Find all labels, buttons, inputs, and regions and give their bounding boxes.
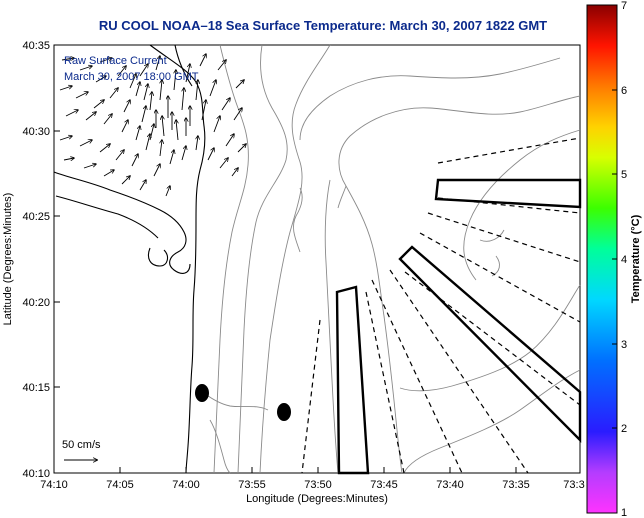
x-tick-label: 74:10 [40, 479, 68, 491]
y-tick-label: 40:15 [22, 382, 50, 394]
coastline [53, 44, 206, 474]
colorbar-tick-label: 5 [621, 169, 627, 181]
x-tick-label: 73:50 [304, 479, 332, 491]
x-tick-label: 74:05 [106, 479, 134, 491]
x-tick-label: 73:3 [563, 479, 584, 491]
colorbar-tick-label: 1 [621, 507, 627, 518]
x-tick-label: 73:40 [436, 479, 464, 491]
y-tick-label: 40:20 [22, 297, 50, 309]
colorbar-label: Temperature (°C) [630, 214, 642, 303]
map-plot-area[interactable]: Raw Surface Current March 30, 2007 18:00… [53, 44, 582, 475]
annotation-line2: March 30, 2007 18:00 GMT [64, 71, 199, 83]
surface-current-vectors [59, 54, 246, 197]
y-tick-label: 40:10 [22, 468, 50, 480]
mooring-markers [195, 384, 291, 421]
x-tick-label: 73:45 [370, 479, 398, 491]
colorbar-tick-label: 2 [621, 423, 627, 435]
y-axis-tick-labels: 40:35 40:30 40:25 40:20 40:15 40:10 [22, 40, 50, 480]
colorbar-tick-label: 4 [621, 254, 627, 266]
x-axis [53, 467, 581, 473]
bathymetry-contours [199, 44, 581, 474]
y-tick-label: 40:30 [22, 126, 50, 138]
x-axis-label: Longitude (Degrees:Minutes) [246, 493, 388, 505]
y-axis [54, 44, 60, 474]
colorbar-tick-label: 7 [621, 0, 627, 12]
map-frame [53, 44, 581, 474]
x-tick-label: 73:55 [238, 479, 266, 491]
x-axis-tick-labels: 74:10 74:05 74:00 73:55 73:50 73:45 73:4… [40, 479, 584, 491]
temperature-colorbar: 7 6 5 4 3 2 1 Temperature (°C) [586, 0, 642, 518]
y-tick-label: 40:25 [22, 211, 50, 223]
colorbar-tick-label: 6 [621, 85, 627, 97]
y-tick-label: 40:35 [22, 40, 50, 52]
colorbar-tick-label: 3 [621, 339, 627, 351]
x-tick-label: 74:00 [172, 479, 200, 491]
y-axis-label: Latitude (Degrees:Minutes) [2, 193, 14, 326]
annotation-line1: Raw Surface Current [64, 55, 167, 67]
x-tick-label: 73:35 [502, 479, 530, 491]
sampling-boxes [335, 178, 582, 475]
map-title: RU COOL NOAA–18 Sea Surface Temperature:… [99, 18, 547, 33]
velocity-scale-label: 50 cm/s [62, 439, 101, 451]
